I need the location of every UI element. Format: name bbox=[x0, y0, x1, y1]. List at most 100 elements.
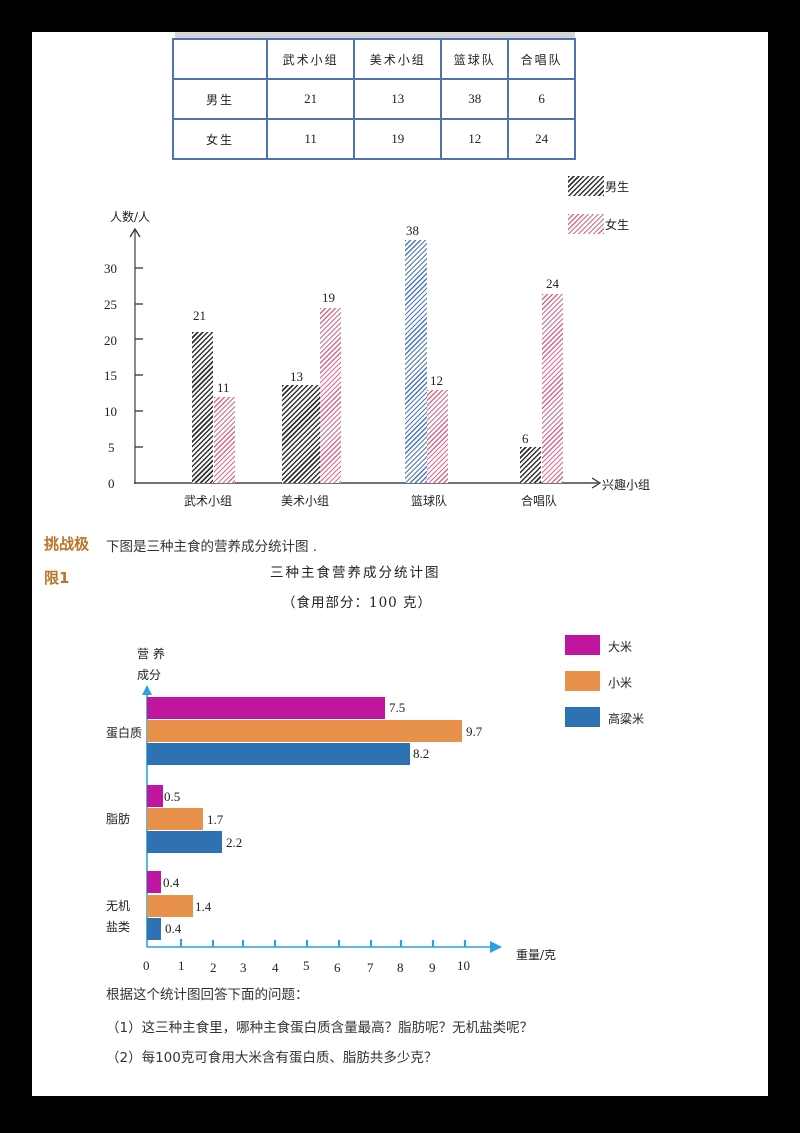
y-axis-label-line2: 成分 bbox=[137, 668, 162, 682]
table-cell: 38 bbox=[440, 78, 510, 120]
question-1: （1）这三种主食里，哪种主食蛋白质含量最高？脂肪呢？无机盐类呢？ bbox=[106, 1020, 534, 1036]
challenge-label-line2: 限1 bbox=[44, 569, 70, 587]
x-tick-label: 9 bbox=[429, 960, 436, 975]
table-row: 女生 11 19 12 24 bbox=[172, 118, 576, 160]
x-tick-label: 0 bbox=[143, 958, 150, 973]
table-header-cell bbox=[172, 38, 268, 80]
chart-title: 三种主食营养成分统计图 bbox=[270, 565, 441, 581]
x-tick-label: 6 bbox=[334, 960, 341, 975]
table-cell: 21 bbox=[265, 78, 356, 120]
legend-girl-swatch bbox=[568, 214, 604, 234]
bar-boy-meishu bbox=[282, 385, 320, 483]
legend-millet-label: 小米 bbox=[608, 676, 633, 690]
challenge-intro: 下图是三种主食的营养成分统计图 . bbox=[106, 539, 318, 555]
y-tick-label: 20 bbox=[104, 333, 117, 348]
category-label-protein: 蛋白质 bbox=[106, 726, 143, 740]
x-tick-label: 4 bbox=[272, 960, 279, 975]
bar-value: 0.4 bbox=[165, 921, 182, 936]
table-cell: 19 bbox=[353, 118, 443, 160]
x-category-label: 武术小组 bbox=[184, 494, 233, 508]
x-tick-label: 1 bbox=[178, 958, 185, 973]
category-label-minerals-line2: 盐类 bbox=[106, 920, 131, 934]
table-header-cell: 美术小组 bbox=[353, 38, 443, 80]
bar-value: 8.2 bbox=[413, 746, 430, 761]
legend-sorghum-label: 高粱米 bbox=[608, 712, 645, 726]
y-axis-label-line1: 营 养 bbox=[137, 647, 165, 661]
bar-sorghum-protein bbox=[147, 743, 410, 765]
bar-boy-wushu bbox=[192, 332, 213, 483]
table-header-row: 武术小组 美术小组 篮球队 合唱队 bbox=[172, 38, 576, 80]
bar-value: 9.7 bbox=[466, 724, 483, 739]
bar-millet-fat bbox=[147, 808, 203, 830]
legend-girl-label: 女生 bbox=[605, 218, 630, 232]
bar-millet-protein bbox=[147, 720, 462, 742]
bar-value: 13 bbox=[290, 369, 303, 384]
bar-value: 7.5 bbox=[389, 700, 406, 715]
bar-value: 1.4 bbox=[195, 899, 212, 914]
table-cell: 11 bbox=[265, 118, 356, 160]
y-tick-label: 10 bbox=[104, 404, 117, 419]
table-header-cell: 合唱队 bbox=[507, 38, 576, 80]
bar-sorghum-minerals bbox=[147, 918, 161, 940]
bar-boy-choir bbox=[520, 447, 541, 483]
bar-value: 1.7 bbox=[207, 812, 224, 827]
bar-sorghum-fat bbox=[147, 831, 222, 853]
row-label: 女生 bbox=[172, 118, 268, 160]
question-2: （2）每100克可食用大米含有蛋白质、脂肪共多少克？ bbox=[106, 1050, 438, 1066]
bar-rice-protein bbox=[147, 697, 385, 719]
bar-millet-minerals bbox=[147, 895, 193, 917]
x-tick-label: 7 bbox=[367, 960, 374, 975]
table-cell: 12 bbox=[440, 118, 510, 160]
bar-value: 21 bbox=[193, 308, 206, 323]
table-row: 男生 21 13 38 6 bbox=[172, 78, 576, 120]
bar-value: 6 bbox=[522, 431, 529, 446]
bar-rice-fat bbox=[147, 785, 163, 807]
bar-value: 24 bbox=[546, 276, 559, 291]
x-tick-label: 8 bbox=[397, 960, 404, 975]
x-category-label: 美术小组 bbox=[281, 494, 330, 508]
legend-boy-swatch bbox=[568, 176, 604, 196]
bar-value: 0.4 bbox=[163, 875, 180, 890]
y-axis bbox=[129, 227, 143, 484]
table-header-cell: 武术小组 bbox=[265, 38, 356, 80]
bar-value: 2.2 bbox=[226, 835, 243, 850]
x-axis-label: 兴趣小组 bbox=[602, 478, 651, 492]
legend-millet-swatch bbox=[565, 671, 600, 691]
bar-rice-minerals bbox=[147, 871, 161, 893]
x-category-label: 篮球队 bbox=[411, 494, 448, 508]
bar-value: 19 bbox=[322, 290, 335, 305]
bar-girl-wushu bbox=[214, 397, 235, 483]
y-tick-label: 15 bbox=[104, 368, 117, 383]
category-label-minerals-line1: 无机 bbox=[106, 899, 131, 913]
y-tick-label: 25 bbox=[104, 297, 117, 312]
x-axis-label: 重量/克 bbox=[516, 948, 557, 962]
interest-group-table: 武术小组 美术小组 篮球队 合唱队 男生 21 13 38 6 女生 11 19… bbox=[172, 38, 576, 160]
category-label-fat: 脂肪 bbox=[106, 812, 131, 826]
x-tick-label: 5 bbox=[303, 958, 310, 973]
table-cell: 24 bbox=[507, 118, 576, 160]
bar-value: 11 bbox=[217, 380, 230, 395]
top-strip bbox=[175, 32, 575, 38]
y-tick-label: 0 bbox=[108, 476, 115, 491]
bar-value: 38 bbox=[406, 223, 419, 238]
y-axis-label: 人数/人 bbox=[110, 210, 151, 224]
legend-boy-label: 男生 bbox=[605, 180, 630, 194]
table-cell: 6 bbox=[507, 78, 576, 120]
table-header-cell: 篮球队 bbox=[440, 38, 510, 80]
legend-rice-label: 大米 bbox=[608, 640, 633, 654]
table-cell: 13 bbox=[353, 78, 443, 120]
bar-girl-meishu bbox=[320, 308, 341, 483]
bar-girl-choir bbox=[542, 294, 563, 483]
row-label: 男生 bbox=[172, 78, 268, 120]
bar-boy-basketball bbox=[405, 240, 427, 483]
x-tick-label: 10 bbox=[457, 958, 470, 973]
y-tick-label: 30 bbox=[104, 261, 117, 276]
y-tick-label: 5 bbox=[108, 440, 115, 455]
challenge-label-line1: 挑战极 bbox=[44, 535, 90, 553]
legend-sorghum-swatch bbox=[565, 707, 600, 727]
x-axis bbox=[134, 477, 602, 489]
questions-prompt: 根据这个统计图回答下面的问题： bbox=[106, 987, 309, 1003]
legend-rice-swatch bbox=[565, 635, 600, 655]
x-tick-label: 3 bbox=[240, 960, 247, 975]
bar-value: 12 bbox=[430, 373, 443, 388]
